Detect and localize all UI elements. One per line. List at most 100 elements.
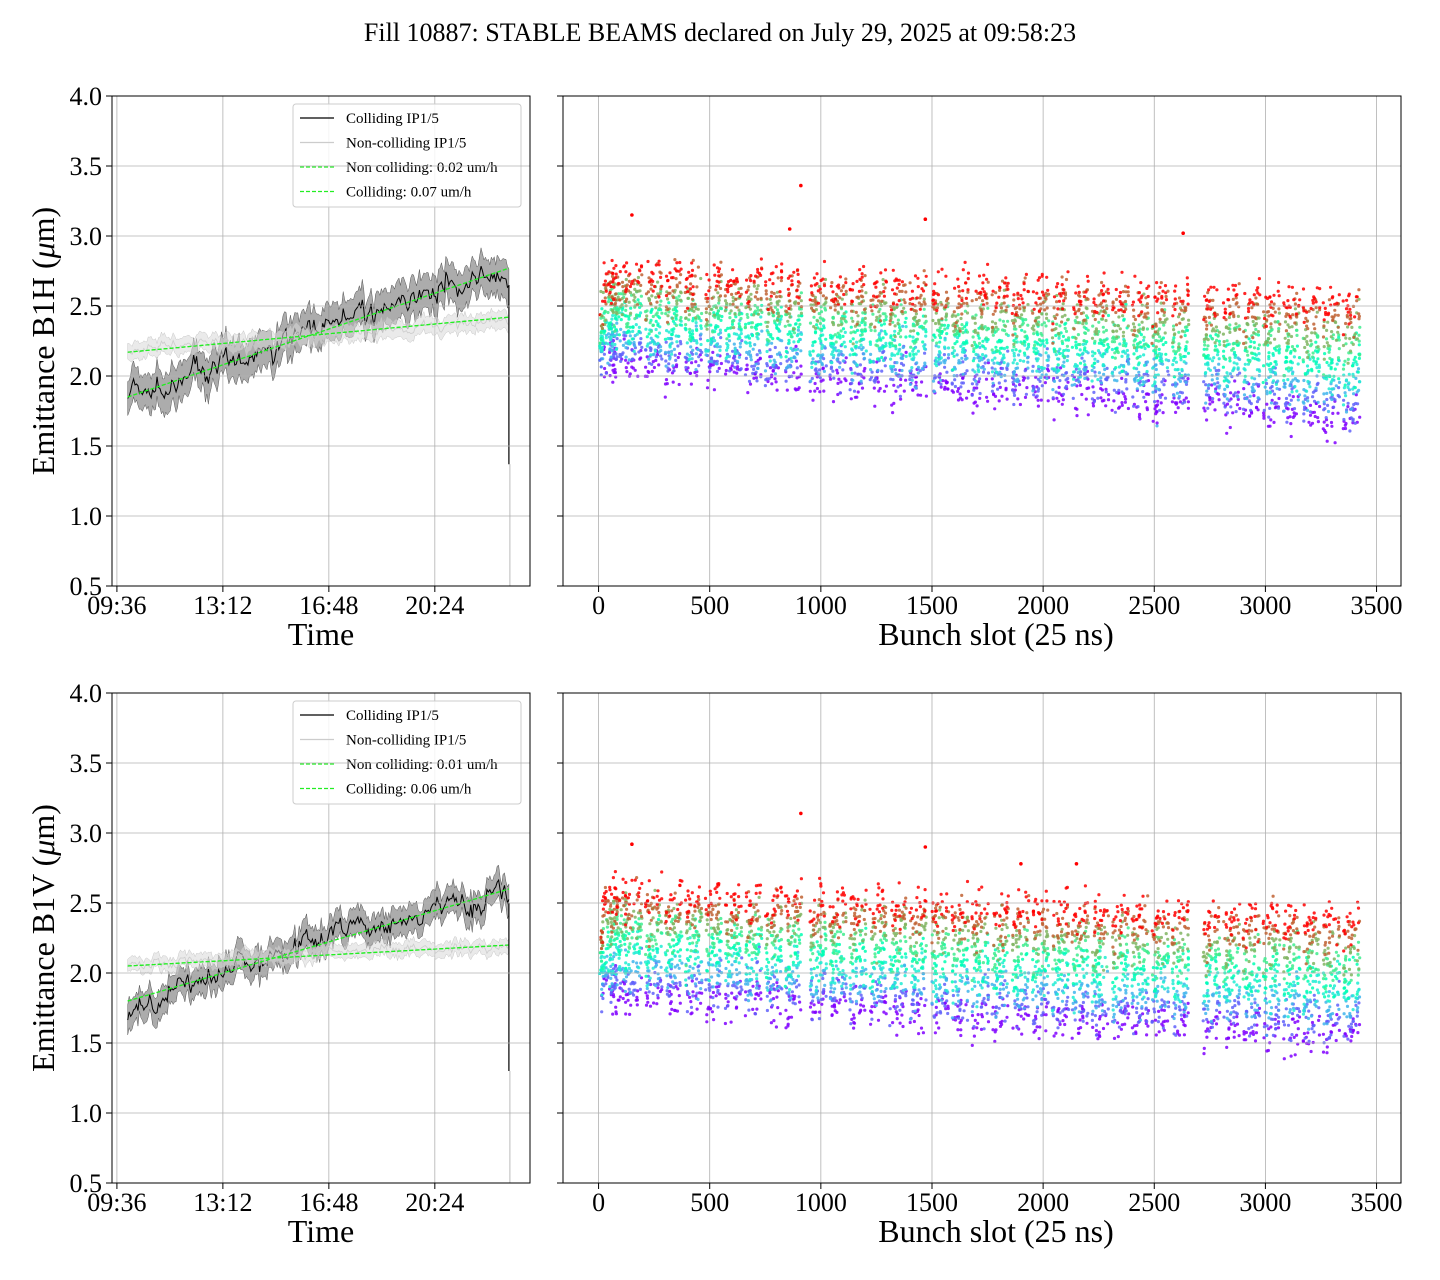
scatter-point — [1082, 325, 1086, 329]
scatter-point — [1206, 406, 1210, 410]
scatter-point — [1213, 348, 1217, 352]
scatter-point — [1026, 289, 1030, 293]
scatter-point — [1164, 294, 1168, 299]
scatter-point — [1071, 396, 1075, 400]
scatter-point — [822, 284, 827, 288]
scatter-point — [1132, 352, 1136, 356]
scatter-point — [1290, 285, 1294, 289]
scatter-point — [849, 397, 853, 401]
scatter-point — [1127, 362, 1131, 366]
scatter-point — [1213, 389, 1218, 393]
scatter-point — [630, 279, 635, 283]
scatter-point — [1344, 421, 1348, 426]
scatter-point — [1343, 426, 1348, 431]
scatter-point — [808, 298, 812, 302]
scatter-point — [1290, 345, 1295, 349]
scatter-point — [1315, 286, 1319, 290]
scatter-point — [1330, 397, 1334, 402]
scatter-point — [629, 311, 633, 315]
scatter-point — [1060, 339, 1064, 343]
scatter-point — [1213, 366, 1217, 370]
scatter-point — [1242, 330, 1246, 334]
scatter-point — [668, 291, 672, 295]
scatter-point — [1222, 356, 1226, 360]
scatter-point — [747, 336, 752, 340]
scatter-point — [719, 260, 723, 264]
scatter-point — [1064, 371, 1069, 375]
scatter-point — [625, 370, 629, 374]
scatter-point — [792, 270, 796, 274]
scatter-point — [1356, 370, 1360, 374]
scatter-point — [607, 300, 611, 304]
scatter-point — [844, 277, 848, 281]
scatter-point — [765, 343, 769, 347]
scatter-point — [1267, 415, 1271, 419]
scatter-point — [1158, 408, 1162, 412]
scatter-point — [982, 345, 986, 349]
scatter-point — [1233, 379, 1237, 383]
scatter-point — [1172, 324, 1176, 328]
scatter-point — [1173, 302, 1177, 306]
scatter-point — [1063, 322, 1067, 326]
scatter-point — [931, 318, 935, 323]
scatter-point — [954, 321, 959, 325]
scatter-point — [1091, 385, 1095, 389]
scatter-point — [869, 298, 873, 302]
scatter-point — [924, 330, 928, 334]
scatter-point — [609, 335, 614, 339]
scatter-point — [977, 359, 982, 363]
scatter-point — [695, 285, 699, 289]
time-panel-ytick-label: 2.0 — [70, 959, 103, 988]
scatter-point — [938, 378, 943, 382]
scatter-point — [638, 269, 642, 273]
scatter-point — [666, 314, 670, 318]
scatter-point — [836, 331, 840, 335]
scatter-point — [1276, 406, 1281, 410]
scatter-point — [670, 332, 674, 337]
scatter-point — [932, 376, 937, 380]
scatter-point — [1235, 362, 1239, 366]
scatter-point — [1177, 330, 1181, 334]
scatter-point — [1133, 329, 1137, 333]
scatter-point — [863, 327, 867, 331]
scatter-point — [1222, 340, 1226, 344]
scatter-point — [688, 337, 692, 341]
scatter-point — [1092, 300, 1096, 305]
legend-entry: Colliding IP1/5 — [346, 708, 439, 724]
scatter-point — [831, 369, 835, 373]
scatter-point — [893, 335, 897, 339]
scatter-point — [1037, 309, 1041, 313]
scatter-point — [704, 318, 709, 322]
scatter-point — [769, 335, 773, 339]
scatter-point — [839, 316, 844, 321]
scatter-point — [792, 331, 797, 335]
scatter-point — [1024, 392, 1028, 396]
scatter-point — [878, 319, 883, 323]
bunch-xtick-label: 0 — [592, 1188, 605, 1217]
scatter-point — [1165, 317, 1169, 321]
scatter-point — [1012, 327, 1017, 331]
scatter-point — [922, 347, 927, 351]
scatter-point — [1115, 349, 1119, 353]
scatter-point — [1344, 307, 1349, 311]
scatter-point — [708, 366, 712, 370]
scatter-point — [999, 375, 1003, 379]
scatter-point — [778, 290, 782, 294]
scatter-point — [1120, 369, 1124, 373]
time-xlabel: Time — [288, 1213, 354, 1249]
scatter-point — [1348, 349, 1353, 353]
scatter-point — [859, 343, 863, 347]
scatter-point — [657, 263, 661, 267]
scatter-point — [647, 370, 651, 374]
scatter-point — [1075, 414, 1079, 418]
scatter-point — [1114, 310, 1118, 315]
scatter-point — [1153, 407, 1157, 411]
scatter-point — [1282, 303, 1286, 308]
scatter-point — [639, 341, 643, 345]
scatter-point — [1034, 301, 1038, 305]
scatter-point — [843, 302, 847, 306]
scatter-point — [654, 263, 658, 267]
scatter-point — [688, 357, 692, 361]
scatter-point — [870, 309, 874, 313]
scatter-point — [1170, 400, 1174, 404]
